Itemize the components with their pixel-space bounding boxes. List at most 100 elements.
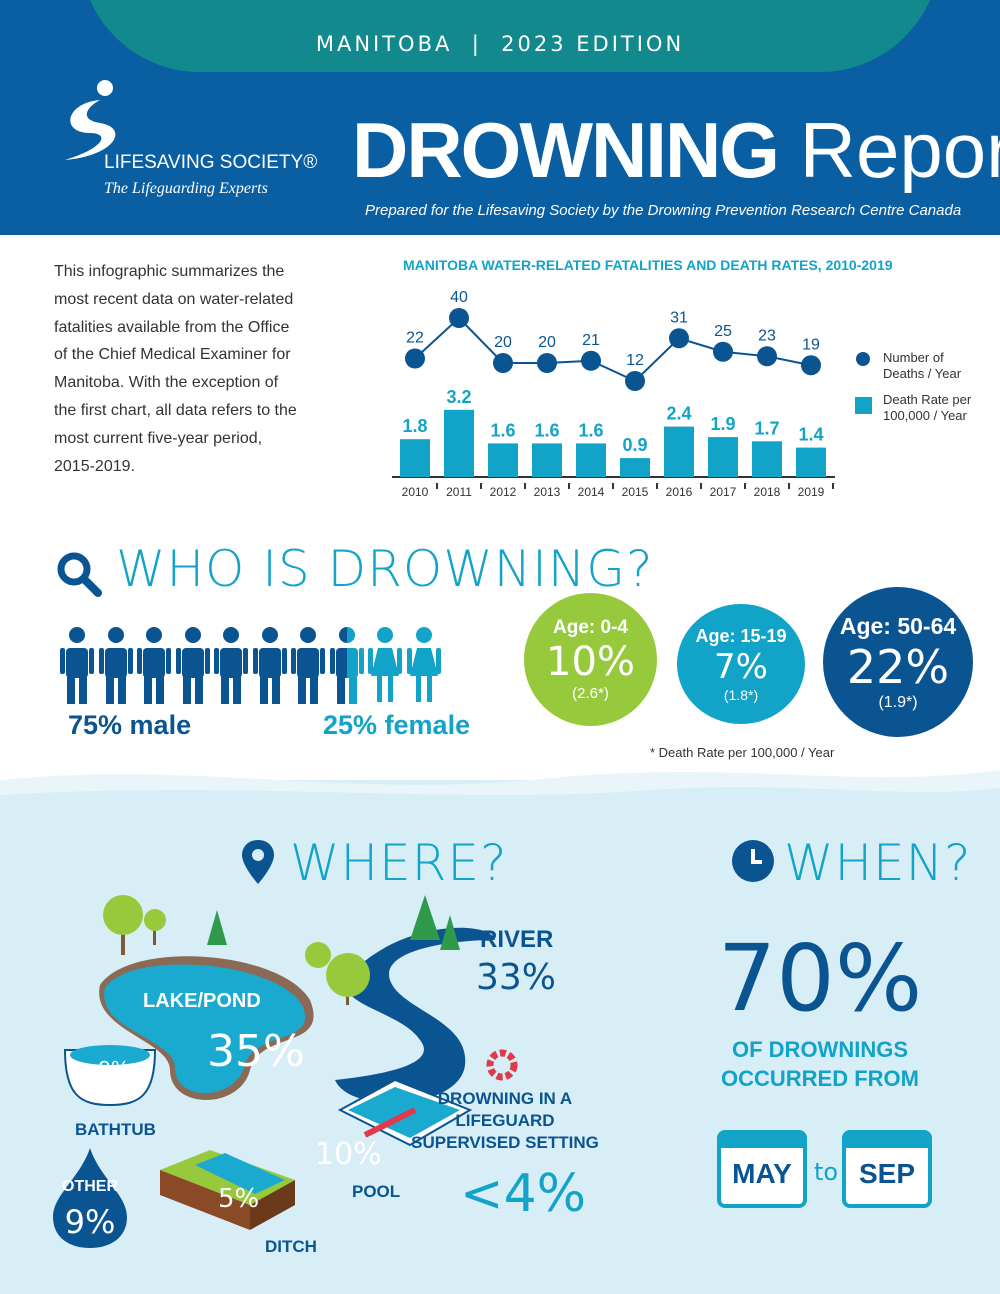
bar bbox=[400, 439, 430, 477]
age-50-64-circle: Age: 50-64 22% (1.9*) bbox=[823, 587, 973, 737]
deaths-point bbox=[581, 350, 601, 371]
deaths-point bbox=[713, 341, 733, 362]
where-illustration bbox=[53, 895, 518, 1248]
deaths-line bbox=[414, 316, 812, 383]
river-pct: 33% bbox=[476, 957, 557, 998]
bar-value-label: 1.6 bbox=[578, 420, 603, 440]
male-person-icon bbox=[291, 627, 325, 704]
male-person-icon bbox=[252, 627, 287, 704]
bar bbox=[708, 437, 738, 477]
bar-value-label: 1.9 bbox=[710, 414, 735, 434]
fatalities-chart: 1.820103.220111.620121.620131.620140.920… bbox=[392, 289, 972, 499]
lake-label: LAKE/POND bbox=[143, 990, 261, 1012]
bar bbox=[796, 447, 826, 477]
legend-label: Death Rate per bbox=[883, 392, 972, 407]
female-person-icon bbox=[406, 627, 441, 702]
deaths-value-label: 31 bbox=[670, 309, 688, 326]
month-from: MAY bbox=[732, 1158, 792, 1189]
female-stat: 25% female bbox=[323, 710, 471, 740]
clock-icon bbox=[732, 840, 774, 882]
x-tick-label: 2015 bbox=[622, 485, 649, 499]
to-word: to bbox=[814, 1158, 839, 1186]
bar-value-label: 2.4 bbox=[666, 404, 691, 424]
footnote: * Death Rate per 100,000 / Year bbox=[650, 745, 835, 760]
age-0-4-circle: Age: 0-4 10% (2.6*) bbox=[524, 593, 657, 726]
x-tick-label: 2013 bbox=[534, 485, 561, 499]
bathtub-label: BATHTUB bbox=[75, 1120, 156, 1139]
deaths-value-label: 21 bbox=[582, 332, 600, 349]
legend-deaths-marker bbox=[856, 352, 870, 366]
bar bbox=[664, 426, 694, 477]
bar bbox=[488, 443, 518, 477]
deaths-point bbox=[405, 348, 425, 369]
age-pct: 7% bbox=[714, 646, 768, 687]
when-heading: WHEN? bbox=[784, 834, 972, 892]
female-person-icon bbox=[368, 627, 402, 702]
deaths-value-label: 40 bbox=[450, 289, 468, 306]
page-title: DROWNING Report bbox=[352, 105, 1000, 195]
lifeguard-label: DROWNING IN A LIFEGUARD SUPERVISED SETTI… bbox=[411, 1089, 599, 1152]
bar bbox=[576, 443, 606, 477]
logo-tagline: The Lifeguarding Experts bbox=[104, 180, 268, 197]
deaths-value-label: 25 bbox=[714, 323, 732, 340]
legend-label: Number of bbox=[883, 350, 944, 365]
chart-title: MANITOBA WATER-RELATED FATALITIES AND DE… bbox=[403, 257, 893, 273]
title-bold: DROWNING bbox=[352, 106, 780, 194]
title-light: Report bbox=[799, 106, 1000, 194]
lifesaving-logo-icon bbox=[65, 80, 116, 160]
other-label: OTHER bbox=[62, 1178, 118, 1195]
x-tick-label: 2011 bbox=[446, 485, 472, 499]
tree-icon bbox=[305, 895, 460, 1005]
age-pct: 10% bbox=[546, 639, 635, 685]
bar-value-label: 3.2 bbox=[446, 387, 471, 407]
lifeguard-pct: <4% bbox=[460, 1164, 587, 1224]
age-rate: (1.8*) bbox=[723, 686, 759, 703]
bar bbox=[752, 441, 782, 477]
bar bbox=[620, 458, 650, 477]
tree-icon bbox=[103, 895, 227, 955]
other-drop-icon bbox=[53, 1148, 127, 1248]
deaths-value-label: 22 bbox=[406, 330, 424, 347]
bar-value-label: 1.8 bbox=[402, 416, 427, 436]
lake-pct: 35% bbox=[207, 1026, 305, 1077]
male-person-icon bbox=[214, 627, 248, 704]
intro-text: This infographic summarizes the most rec… bbox=[54, 263, 297, 475]
ditch-label: DITCH bbox=[265, 1237, 317, 1256]
male-person-icon bbox=[137, 627, 171, 704]
deaths-point bbox=[493, 353, 513, 373]
male-person-icon bbox=[329, 626, 364, 704]
river-shape bbox=[335, 927, 495, 1103]
deaths-value-label: 19 bbox=[802, 336, 820, 353]
search-icon bbox=[57, 552, 102, 597]
age-label: Age: 50-64 bbox=[839, 612, 957, 639]
x-tick-label: 2012 bbox=[490, 485, 517, 499]
deaths-value-label: 12 bbox=[626, 352, 644, 369]
deaths-point bbox=[449, 308, 469, 328]
lake-shape bbox=[104, 964, 306, 1094]
logo-name: LIFESAVING SOCIETY® bbox=[104, 152, 318, 173]
river-label: RIVER bbox=[480, 926, 554, 953]
pool-label: POOL bbox=[352, 1182, 401, 1201]
page-subtitle: Prepared for the Lifesaving Society by t… bbox=[365, 202, 962, 219]
bar-value-label: 1.6 bbox=[490, 420, 515, 440]
month-to: SEP bbox=[858, 1158, 916, 1189]
bathtub-icon bbox=[63, 1049, 157, 1107]
age-rate: (1.9*) bbox=[878, 693, 918, 711]
people-pictogram bbox=[60, 626, 455, 704]
male-stat: 75% male bbox=[68, 710, 192, 740]
bar-value-label: 0.9 bbox=[622, 435, 647, 455]
legend-label: 100,000 / Year bbox=[883, 408, 968, 423]
bar-value-label: 1.7 bbox=[754, 418, 779, 438]
x-tick-label: 2014 bbox=[578, 485, 605, 499]
deaths-point bbox=[625, 371, 645, 391]
deaths-point bbox=[537, 353, 557, 373]
deaths-value-label: 20 bbox=[538, 334, 556, 351]
legend-label: Deaths / Year bbox=[883, 366, 962, 381]
who-heading: WHO IS DROWNING? bbox=[116, 540, 654, 598]
age-rate: (2.6*) bbox=[572, 685, 609, 702]
x-tick-label: 2019 bbox=[798, 485, 825, 499]
header-banner: MANITOBA | 2023 EDITION LIFESAVING SOCIE… bbox=[0, 0, 1000, 235]
x-tick-label: 2018 bbox=[754, 485, 781, 499]
legend-rate-marker bbox=[855, 397, 872, 414]
bathtub-pct: 8% bbox=[98, 1057, 130, 1081]
